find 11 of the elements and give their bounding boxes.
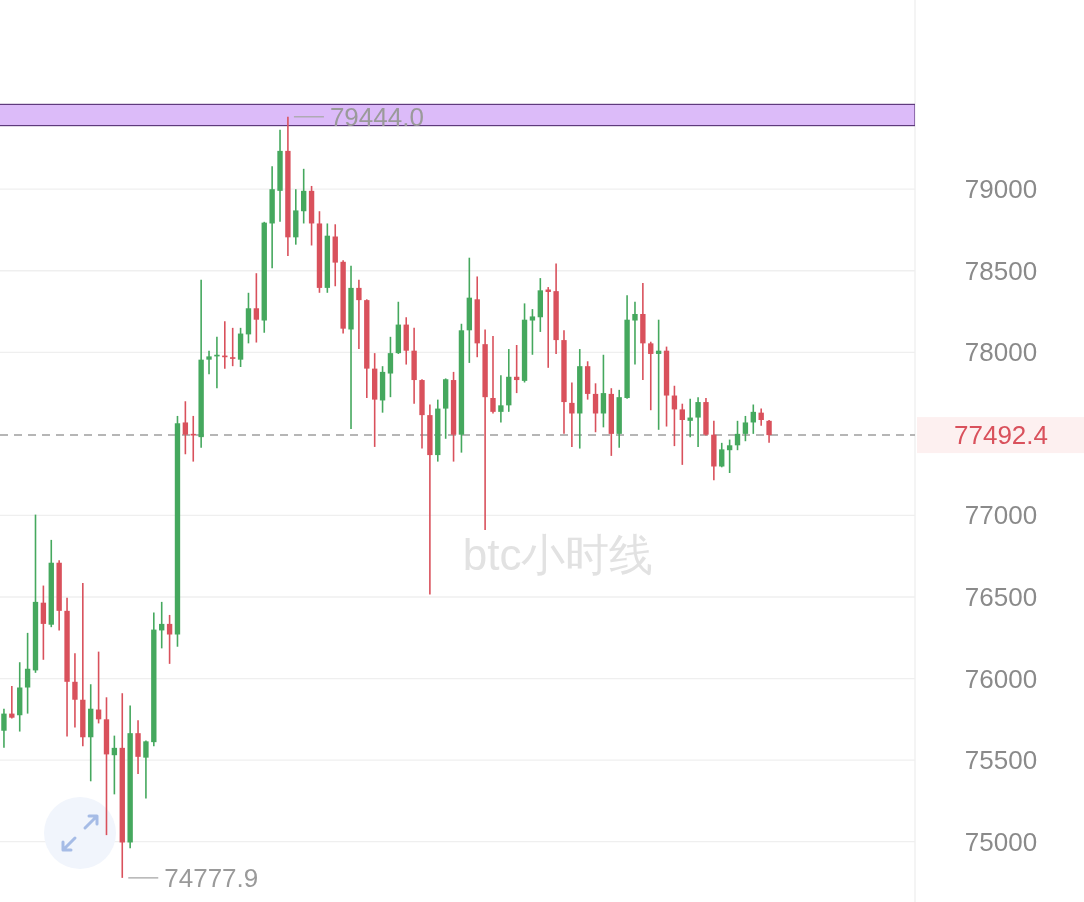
y-tick-label: 75000 (964, 826, 1038, 857)
ref-line-label: 77492.4 (954, 420, 1048, 451)
y-tick-label: 77000 (964, 500, 1038, 531)
annotation: 74777.9 (164, 862, 259, 893)
y-tick-label: 78000 (964, 337, 1038, 368)
y-tick-label: 75500 (964, 745, 1038, 776)
annotation: 79444.0 (329, 101, 424, 132)
y-tick-label: 76000 (964, 663, 1038, 694)
y-tick-label: 76500 (964, 582, 1038, 612)
y-tick-label: 79000 (964, 174, 1038, 205)
y-tick-label: 78500 (964, 255, 1038, 286)
